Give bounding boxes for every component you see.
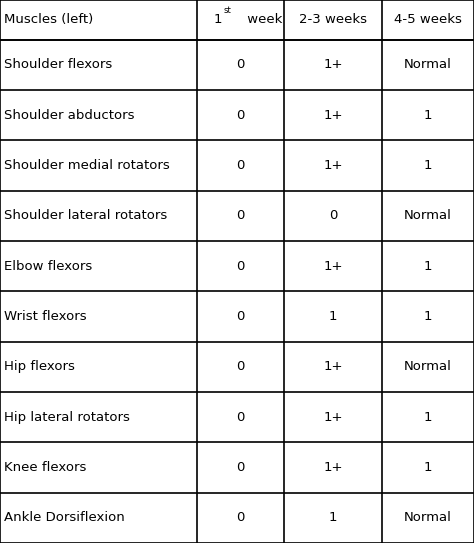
Text: 1+: 1+ [323, 58, 343, 71]
Text: 1: 1 [424, 411, 432, 424]
Text: 0: 0 [237, 109, 245, 122]
Text: 1: 1 [329, 310, 337, 323]
Text: 0: 0 [237, 159, 245, 172]
Text: 1+: 1+ [323, 109, 343, 122]
Text: 4-5 weeks: 4-5 weeks [394, 14, 462, 26]
Text: 0: 0 [329, 209, 337, 222]
Text: Hip flexors: Hip flexors [4, 361, 75, 374]
Text: Elbow flexors: Elbow flexors [4, 260, 92, 273]
Text: Normal: Normal [404, 209, 452, 222]
Text: 0: 0 [237, 512, 245, 525]
Text: Shoulder flexors: Shoulder flexors [4, 58, 112, 71]
Text: Knee flexors: Knee flexors [4, 461, 86, 474]
Text: 1+: 1+ [323, 260, 343, 273]
Text: 1+: 1+ [323, 461, 343, 474]
Text: 1+: 1+ [323, 361, 343, 374]
Text: Hip lateral rotators: Hip lateral rotators [4, 411, 130, 424]
Text: 1: 1 [424, 159, 432, 172]
Text: 1: 1 [424, 260, 432, 273]
Text: 0: 0 [237, 260, 245, 273]
Text: Shoulder lateral rotators: Shoulder lateral rotators [4, 209, 167, 222]
Text: Shoulder abductors: Shoulder abductors [4, 109, 134, 122]
Text: 0: 0 [237, 209, 245, 222]
Text: Normal: Normal [404, 512, 452, 525]
Text: 0: 0 [237, 361, 245, 374]
Text: Normal: Normal [404, 361, 452, 374]
Text: Normal: Normal [404, 58, 452, 71]
Text: st: st [223, 5, 231, 15]
Text: 1: 1 [424, 109, 432, 122]
Text: Wrist flexors: Wrist flexors [4, 310, 86, 323]
Text: 1: 1 [424, 310, 432, 323]
Text: 1+: 1+ [323, 159, 343, 172]
Text: 0: 0 [237, 310, 245, 323]
Text: 1: 1 [424, 461, 432, 474]
Text: Muscles (left): Muscles (left) [4, 14, 93, 26]
Text: 0: 0 [237, 461, 245, 474]
Text: 1: 1 [329, 512, 337, 525]
Text: Ankle Dorsiflexion: Ankle Dorsiflexion [4, 512, 125, 525]
Text: 2-3 weeks: 2-3 weeks [299, 14, 367, 26]
Text: Shoulder medial rotators: Shoulder medial rotators [4, 159, 170, 172]
Text: 1: 1 [214, 14, 222, 26]
Text: 0: 0 [237, 58, 245, 71]
Text: 1+: 1+ [323, 411, 343, 424]
Text: week: week [243, 14, 283, 26]
Text: 0: 0 [237, 411, 245, 424]
